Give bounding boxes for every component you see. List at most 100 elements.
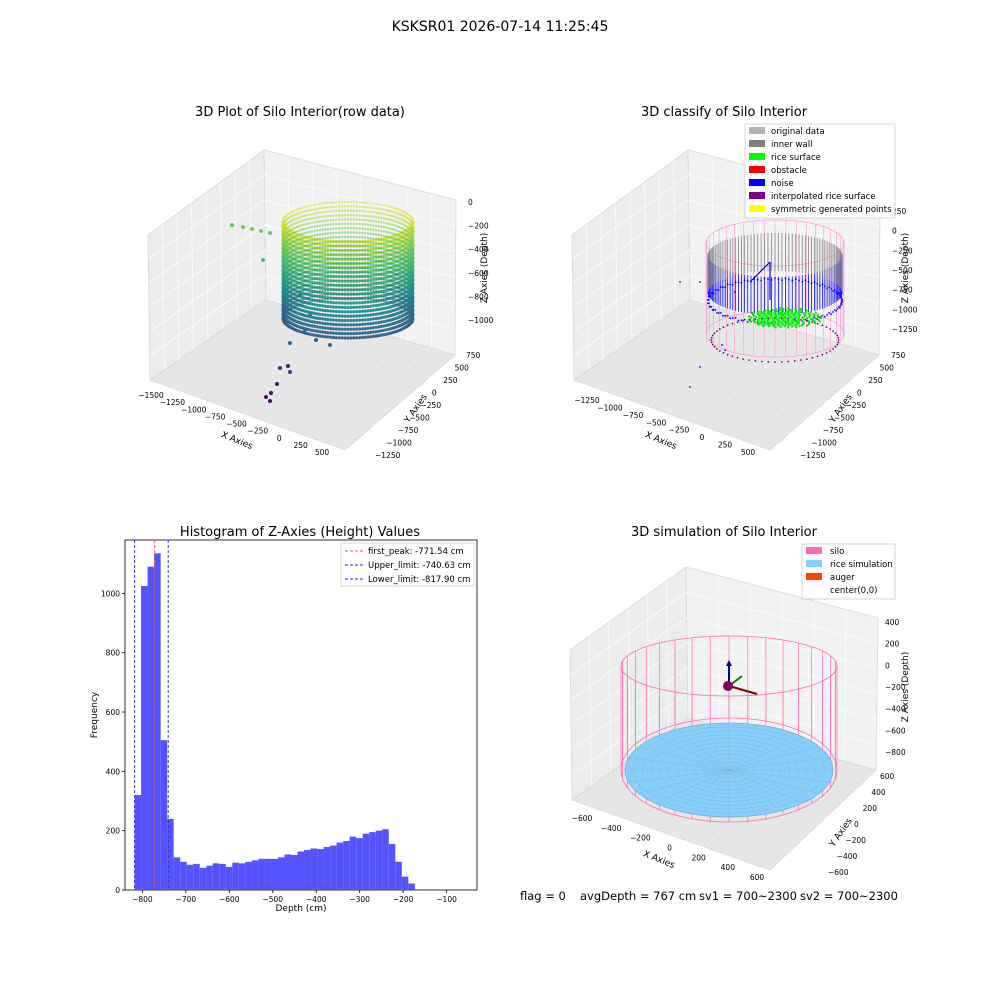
raw-point [360,318,365,322]
raw-point [393,241,397,245]
x-tick-label: −600 [219,895,240,904]
raw-point [294,287,297,290]
raw-point [380,273,383,276]
raw-point [411,307,415,310]
interpolated-point [754,360,757,362]
raw-point [380,221,383,224]
raw-point [334,314,338,318]
noise-point [724,314,727,317]
classify-z-tick: −750 [892,286,913,295]
raw-point [371,282,376,286]
raw-point [308,270,311,273]
raw-point [321,285,324,288]
raw-point [397,208,400,211]
raw-x-tick: −750 [205,412,226,421]
raw-point [363,300,367,304]
raw-point [391,215,395,218]
raw-point [346,314,350,318]
raw-point [385,248,388,251]
raw-point [355,249,358,252]
raw-point [361,205,364,209]
raw-point [377,303,381,307]
raw-point [389,271,392,274]
interpolated-point [742,320,745,322]
histogram-bar [271,858,278,890]
raw-point [329,258,332,261]
raw-point [308,213,311,216]
raw-point [323,243,327,247]
raw-point [355,240,358,243]
raw-point [343,222,347,225]
raw-point [387,296,390,300]
raw-point [335,240,338,243]
raw-point [355,318,359,322]
raw-point [391,293,395,296]
raw-point [366,267,370,270]
noise-point [756,278,759,281]
raw-point [318,233,321,236]
raw-point [316,251,319,254]
raw-point [343,275,347,278]
raw-point [355,201,358,204]
raw-point [355,288,358,291]
legend-swatch [749,179,765,186]
raw-point [389,262,392,265]
raw-point [358,288,361,291]
raw-point [299,259,303,262]
rice-surface-point [805,309,808,312]
raw-point [361,240,364,243]
raw-point [296,265,299,268]
raw-point [326,326,330,330]
raw-point [355,327,359,331]
rice-mesh-spoke [728,757,830,771]
raw-point [355,297,358,300]
raw-point [372,224,375,227]
raw-point [310,333,314,337]
raw-point [395,229,399,232]
raw-point [323,313,327,317]
raw-point [294,230,297,234]
raw-point [379,307,383,311]
raw-point [311,243,314,246]
raw-point [311,260,314,264]
raw-point [294,296,297,299]
rice-mesh-spoke [728,729,782,771]
grid-line [572,224,880,308]
histogram-bar [212,863,220,890]
raw-point [306,218,309,221]
raw-point [321,250,324,253]
raw-point [332,236,335,239]
raw-point [397,243,400,246]
raw-point [341,231,344,234]
raw-y-tick: −250 [421,401,442,410]
raw-point [306,222,309,225]
rice-surface-point [804,313,807,316]
raw-point [382,300,385,303]
noise-point [837,305,840,308]
raw-point [341,279,344,282]
raw-point [294,305,297,308]
interpolated-point [748,319,750,321]
noise-point [743,318,746,321]
raw-point [389,293,392,296]
raw-point [324,206,327,209]
raw-point [338,283,341,287]
raw-point [379,324,383,328]
raw-point [294,265,297,269]
raw-point [301,293,305,296]
classify-y-tick: −1000 [811,439,837,448]
raw-point [366,241,370,244]
raw-point [318,303,322,308]
raw-point [326,300,330,304]
raw-point [363,335,367,339]
raw-point [324,223,327,227]
raw-point [372,294,375,297]
raw-point [299,228,303,232]
noise-point [711,309,714,311]
raw-point [299,303,303,306]
raw-point [297,238,301,241]
raw-point [352,327,356,331]
grid-line [320,347,432,442]
noise-point [788,278,790,281]
raw-point [324,215,327,218]
